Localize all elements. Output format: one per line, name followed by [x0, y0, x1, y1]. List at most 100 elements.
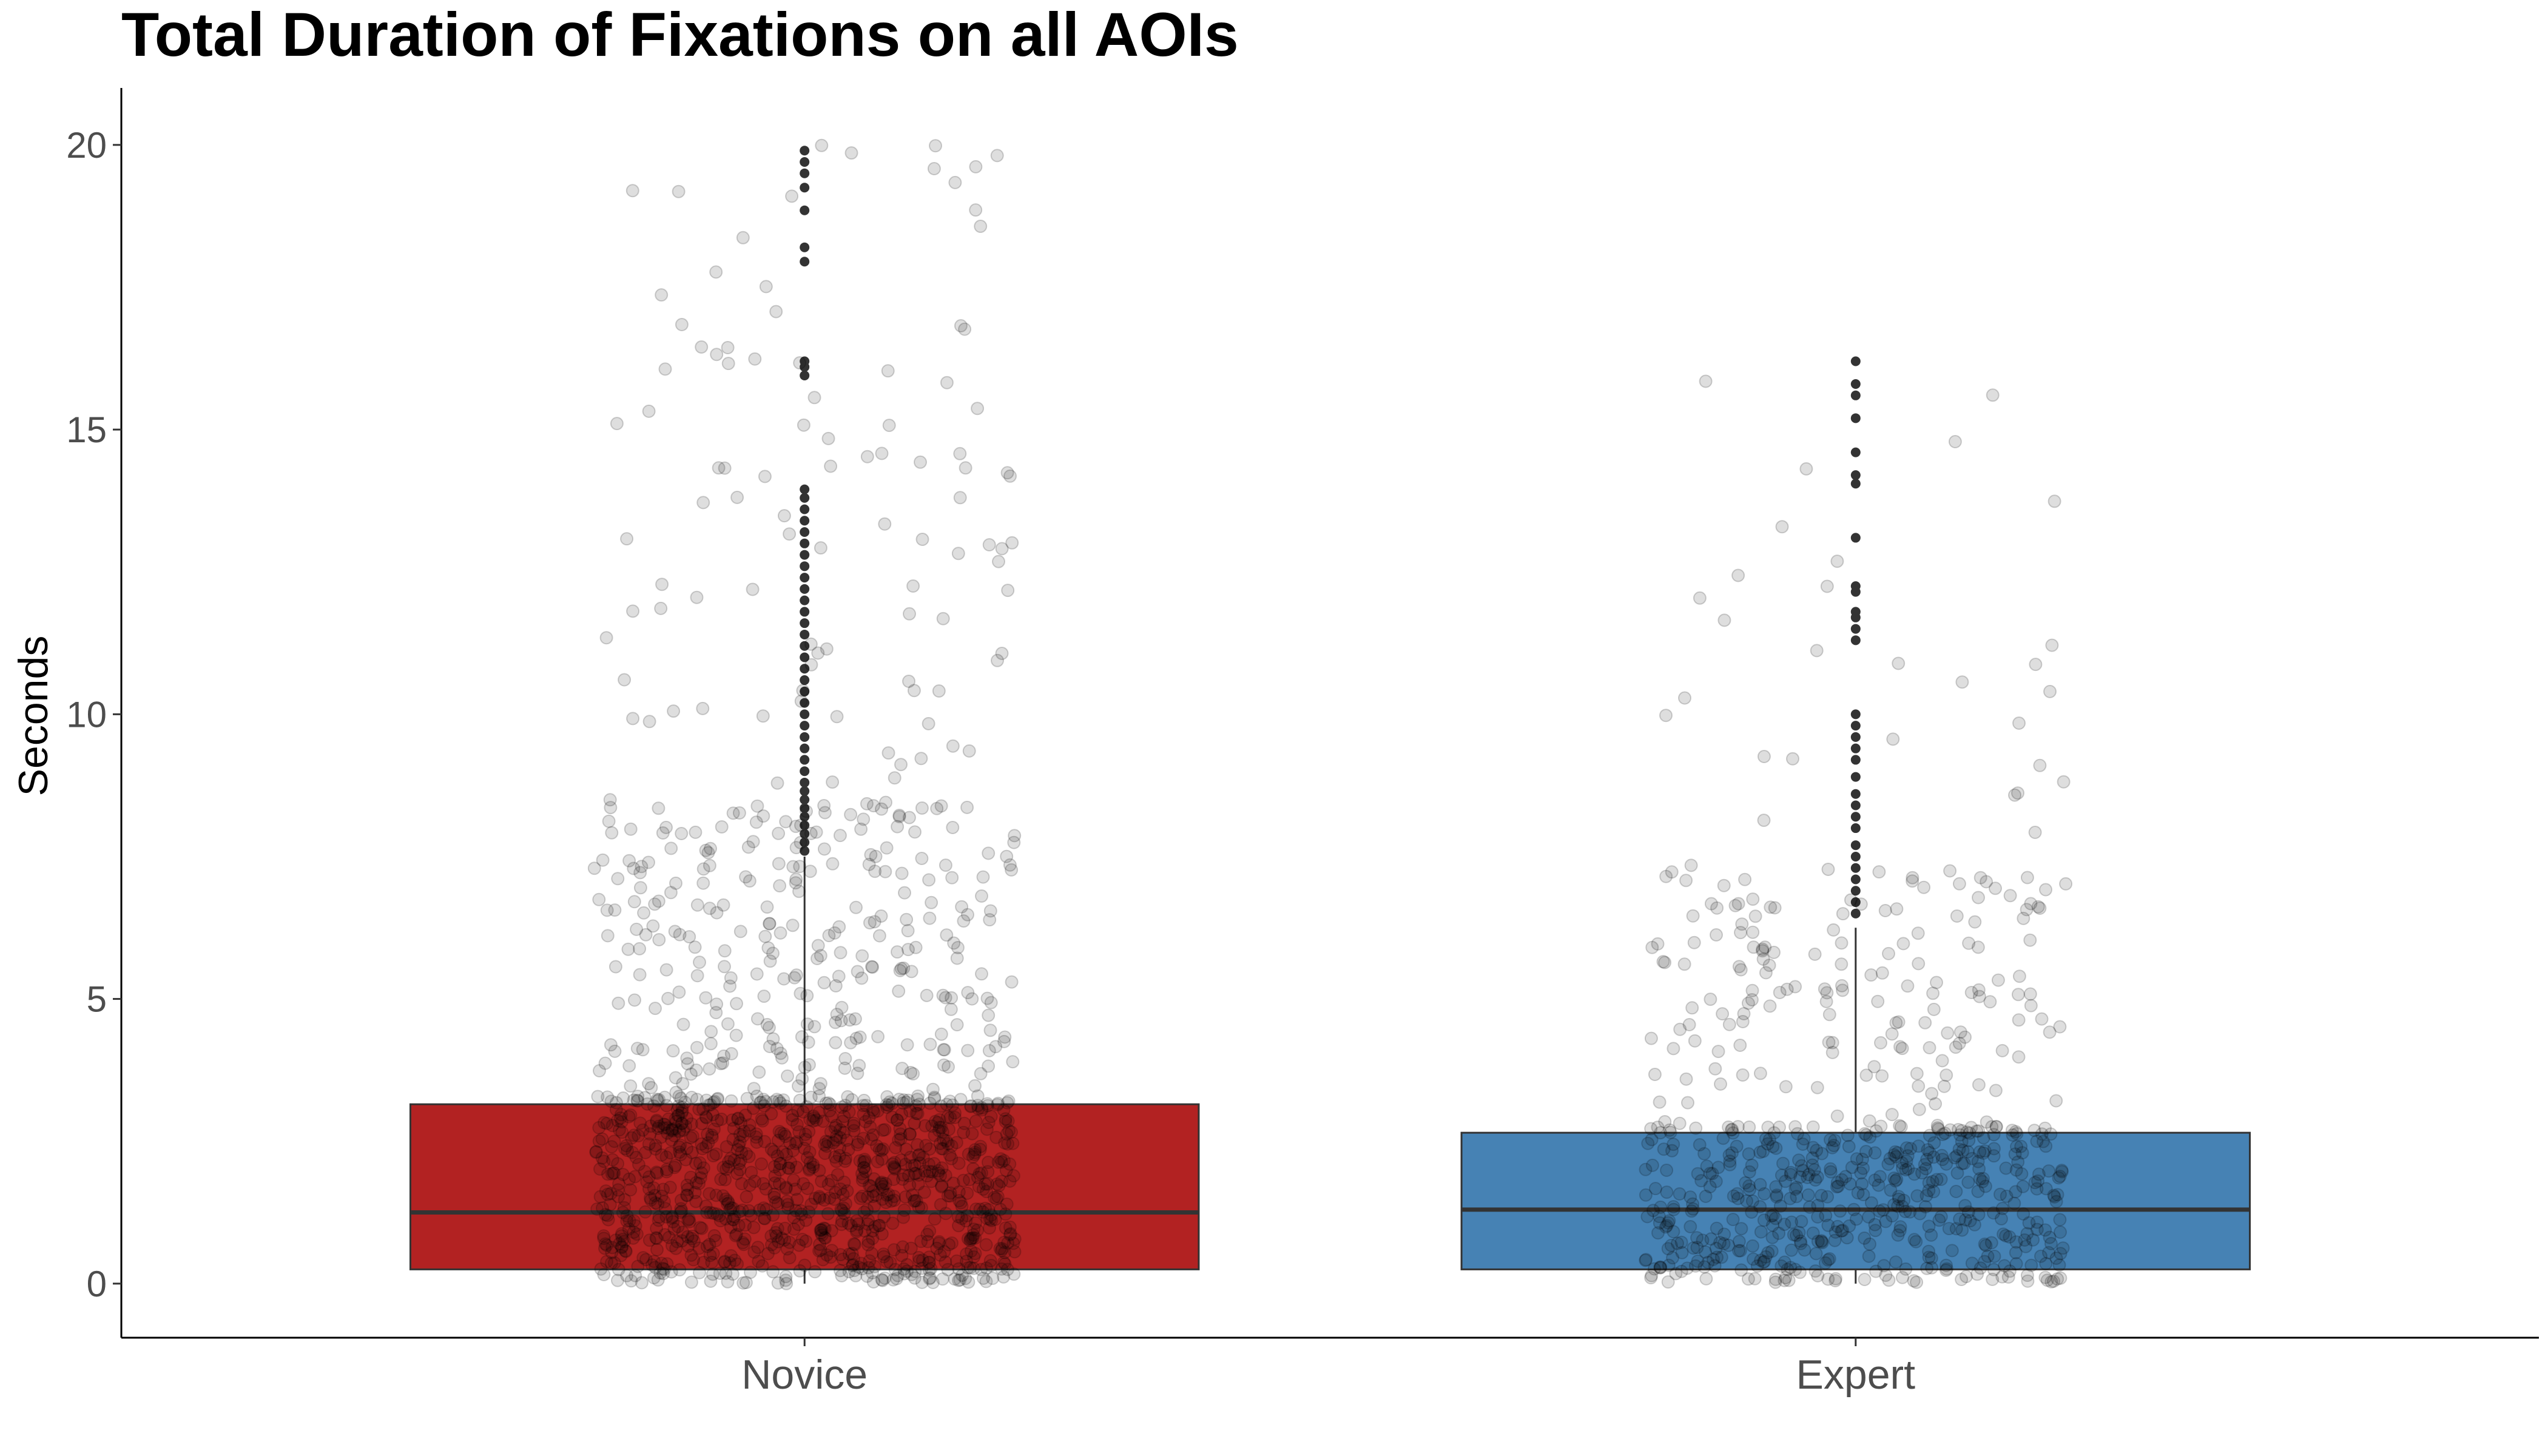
- jitter-point: [1648, 1182, 1662, 1196]
- jitter-point: [847, 1237, 861, 1251]
- jitter-point: [774, 1096, 787, 1110]
- jitter-point: [1743, 1183, 1756, 1196]
- jitter-point: [2020, 903, 2034, 917]
- jitter-point: [729, 1228, 743, 1242]
- jitter-point: [650, 1094, 664, 1108]
- outlier-point: [800, 257, 810, 267]
- y-tick-label: 20: [66, 125, 107, 166]
- jitter-point: [655, 288, 669, 302]
- jitter-point: [953, 1273, 967, 1287]
- jitter-point: [1972, 1078, 1986, 1092]
- jitter-point: [861, 1235, 875, 1249]
- jitter-point: [1858, 1127, 1872, 1141]
- jitter-point: [1699, 374, 1713, 388]
- jitter-point: [770, 1093, 784, 1107]
- jitter-point: [709, 1147, 723, 1161]
- jitter-point: [1835, 1224, 1849, 1238]
- jitter-point: [1955, 1273, 1969, 1286]
- jitter-point: [740, 1147, 753, 1161]
- jitter-point: [868, 1259, 881, 1273]
- jitter-point: [991, 653, 1004, 667]
- jitter-point: [612, 996, 625, 1010]
- jitter-point: [689, 1176, 703, 1190]
- jitter-point: [892, 984, 906, 998]
- jitter-point: [1742, 1120, 1756, 1134]
- jitter-point: [592, 1121, 606, 1134]
- jitter-point: [857, 1205, 871, 1219]
- jitter-point: [1644, 1031, 1658, 1045]
- jitter-point: [595, 1151, 609, 1165]
- jitter-point: [923, 1165, 937, 1179]
- jitter-point: [983, 1212, 997, 1226]
- jitter-point: [709, 1234, 723, 1247]
- jitter-point: [742, 1150, 756, 1164]
- jitter-point: [1667, 1042, 1680, 1056]
- jitter-point: [778, 1221, 792, 1235]
- jitter-point: [758, 470, 772, 484]
- jitter-point: [1830, 1109, 1844, 1123]
- jitter-point: [655, 1189, 669, 1203]
- jitter-point: [895, 1062, 909, 1076]
- jitter-point: [1639, 1162, 1653, 1176]
- jitter-point: [724, 1151, 738, 1165]
- jitter-point: [767, 1145, 781, 1159]
- jitter-point: [777, 1093, 790, 1107]
- jitter-point: [625, 1145, 639, 1159]
- jitter-point: [822, 929, 836, 943]
- jitter-point: [639, 928, 653, 942]
- jitter-point: [645, 1258, 659, 1272]
- jitter-point: [1809, 1247, 1823, 1261]
- jitter-point: [2043, 684, 2057, 698]
- jitter-point: [660, 1257, 674, 1271]
- jitter-point: [937, 1133, 951, 1147]
- jitter-point: [789, 1204, 803, 1218]
- jitter-point: [898, 1190, 912, 1204]
- jitter-point: [2033, 758, 2047, 772]
- jitter-point: [909, 1107, 923, 1121]
- jitter-point: [611, 1157, 625, 1171]
- jitter-point: [1819, 1208, 1833, 1222]
- jitter-point: [766, 946, 780, 960]
- jitter-point: [764, 1142, 778, 1156]
- jitter-point: [966, 1228, 980, 1242]
- jitter-point: [675, 1106, 689, 1120]
- jitter-point: [725, 1113, 739, 1127]
- jitter-point: [894, 962, 908, 976]
- jitter-point: [1858, 1273, 1872, 1286]
- jitter-point: [1919, 1162, 1933, 1176]
- jitter-point: [716, 898, 730, 912]
- jitter-point: [1899, 1262, 1913, 1276]
- jitter-point: [650, 1114, 664, 1128]
- jitter-point: [939, 1134, 953, 1148]
- outlier-point: [800, 698, 810, 708]
- jitter-point: [866, 1275, 880, 1289]
- jitter-point: [1738, 872, 1752, 886]
- jitter-point: [693, 1171, 707, 1185]
- jitter-point: [1763, 999, 1777, 1013]
- jitter-point: [995, 647, 1009, 660]
- jitter-point: [778, 1130, 792, 1144]
- jitter-point: [946, 1098, 959, 1112]
- jitter-point: [931, 1116, 945, 1130]
- jitter-point: [1704, 993, 1717, 1006]
- jitter-point: [928, 1212, 942, 1226]
- jitter-point: [730, 490, 744, 504]
- jitter-point: [976, 870, 990, 884]
- jitter-point: [730, 1167, 744, 1181]
- jitter-point: [771, 1133, 785, 1147]
- jitter-point: [636, 1123, 650, 1137]
- outlier-point: [800, 561, 810, 571]
- jitter-point: [1008, 1245, 1022, 1259]
- jitter-point: [763, 954, 777, 968]
- jitter-point: [994, 1244, 1008, 1258]
- jitter-point: [1984, 1236, 1998, 1250]
- outlier-point: [800, 641, 810, 651]
- jitter-point: [1842, 1139, 1856, 1153]
- jitter-point: [766, 1208, 780, 1222]
- jitter-point: [971, 1102, 985, 1116]
- jitter-point: [809, 825, 823, 839]
- jitter-point: [901, 1093, 915, 1107]
- jitter-point: [1736, 1068, 1750, 1082]
- jitter-point: [633, 968, 647, 982]
- jitter-point: [622, 854, 636, 868]
